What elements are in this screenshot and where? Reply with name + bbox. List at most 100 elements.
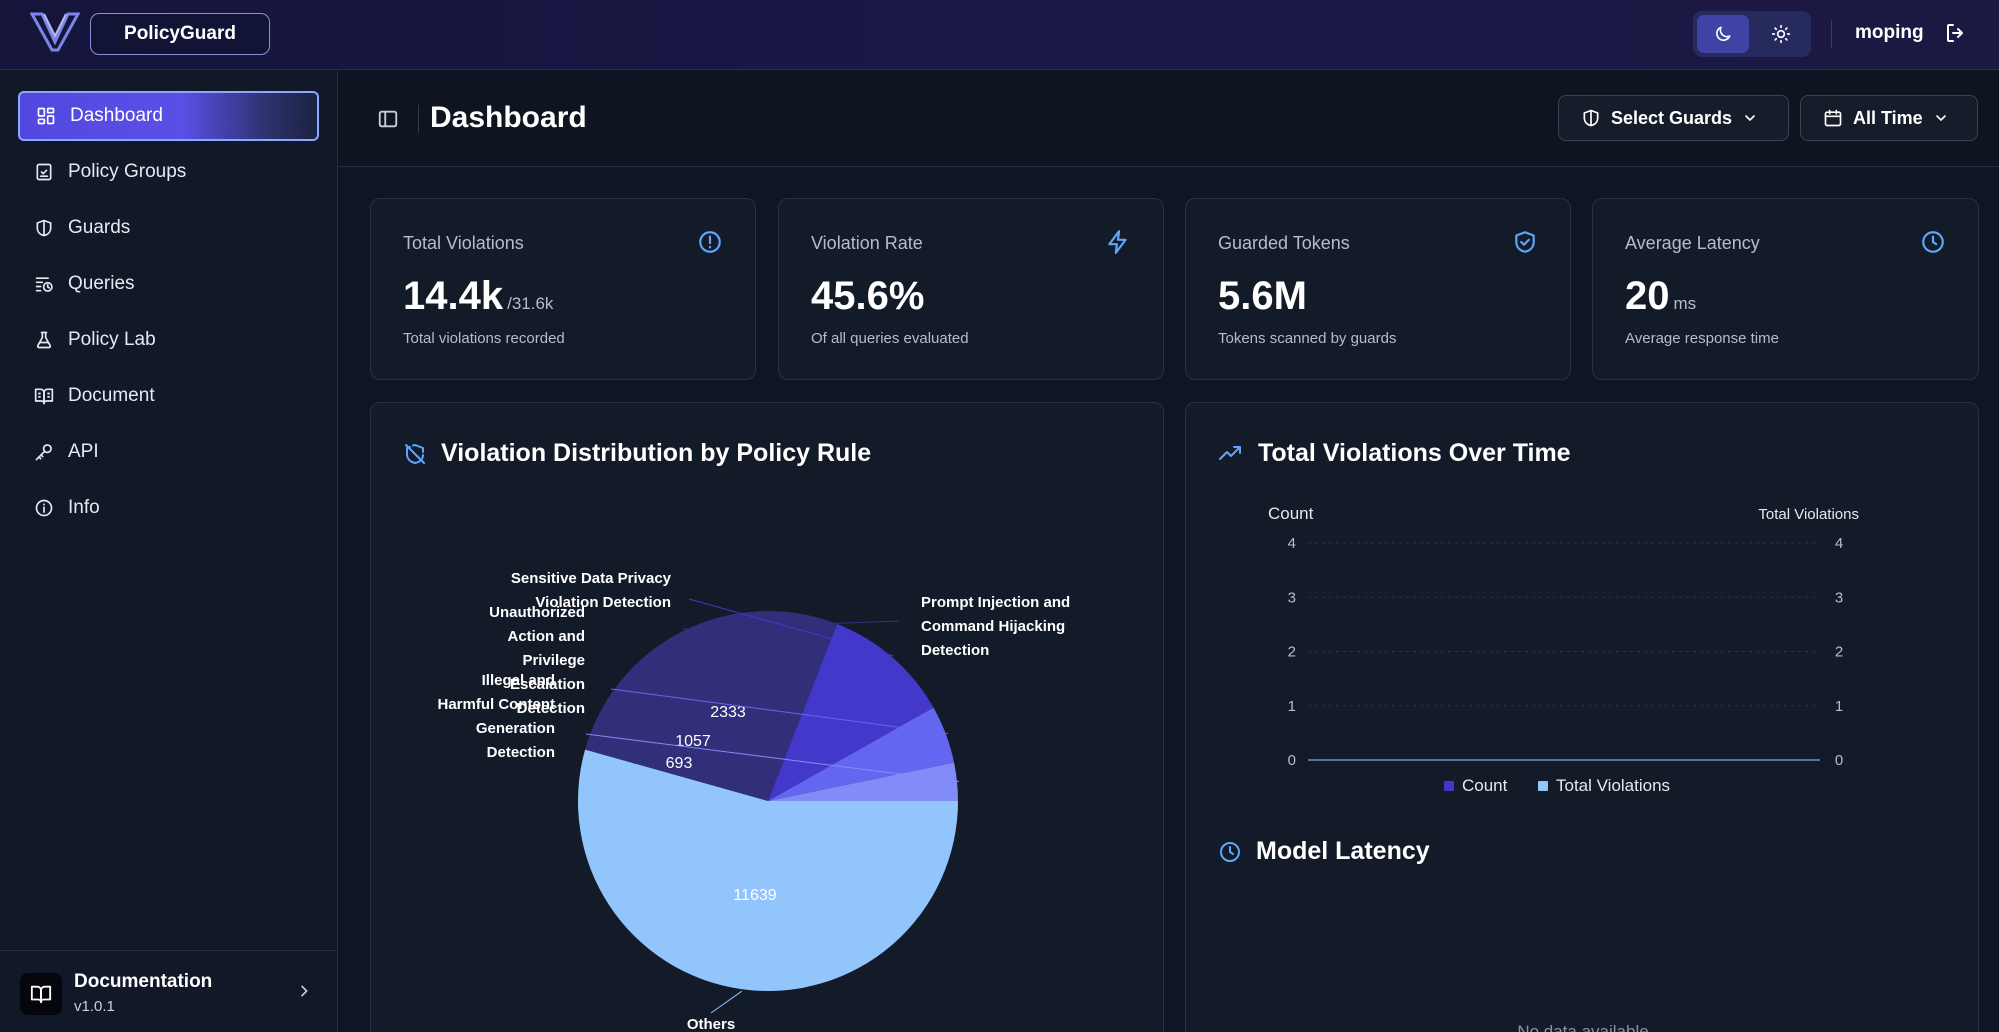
shield-icon bbox=[1583, 109, 1599, 127]
divider bbox=[418, 105, 419, 133]
sidebar-item-policy-groups[interactable]: Policy Groups bbox=[18, 147, 319, 197]
y-tick-label-right: 4 bbox=[1835, 535, 1843, 552]
chevron-down-icon bbox=[1745, 115, 1755, 121]
calendar-icon bbox=[1824, 109, 1842, 127]
theme-toggle[interactable] bbox=[1693, 11, 1811, 57]
line-chart: Count Total Violations 0 0 1 1 2 2 3 3 4 4 Count Tota… bbox=[1268, 504, 1859, 795]
pie-value-label: 1057 bbox=[675, 733, 711, 750]
y-tick-label-right: 0 bbox=[1835, 752, 1843, 769]
brand-button[interactable]: PolicyGuard bbox=[90, 13, 270, 55]
sidebar-item-label: Policy Lab bbox=[68, 329, 156, 350]
pie-slice[interactable] bbox=[768, 762, 958, 801]
sidebar-item-guards[interactable]: Guards bbox=[18, 203, 319, 253]
panel-title: Model Latency bbox=[1218, 837, 1430, 866]
clipboard-check-icon bbox=[36, 163, 52, 181]
pie-slice-label: Sensitive Data Privacy Violation Detectio… bbox=[511, 570, 672, 611]
documentation-icon-box bbox=[20, 973, 62, 1015]
top-bar: PolicyGuard moping bbox=[0, 0, 1999, 70]
sidebar-item-dashboard[interactable]: Dashboard bbox=[18, 91, 319, 141]
documentation-link[interactable]: Documentation v1.0.1 bbox=[0, 950, 338, 1032]
y-axis-label-right: Total Violations bbox=[1758, 506, 1859, 523]
lightning-icon bbox=[1108, 230, 1127, 254]
info-icon bbox=[35, 499, 53, 517]
trending-up-icon bbox=[1219, 445, 1241, 460]
light-mode-button[interactable] bbox=[1755, 15, 1807, 53]
stat-description: Of all queries evaluated bbox=[811, 330, 969, 347]
panel-title: Violation Distribution by Policy Rule bbox=[403, 439, 871, 468]
divider bbox=[1831, 20, 1832, 48]
empty-state-text: No data available bbox=[1517, 1022, 1649, 1032]
key-icon bbox=[35, 444, 52, 461]
stat-value: 20 ms bbox=[1625, 274, 1696, 319]
pie-slice-label: Others bbox=[687, 1016, 735, 1032]
sidebar: Dashboard Policy Groups Guards Queries P… bbox=[0, 71, 338, 1032]
stat-label: Average Latency bbox=[1625, 233, 1760, 253]
latency-title: Model Latency bbox=[1256, 837, 1430, 865]
pie-label-connector bbox=[585, 733, 960, 783]
stat-description: Tokens scanned by guards bbox=[1218, 330, 1397, 347]
user-name[interactable]: moping bbox=[1855, 22, 1924, 43]
panel-title: Total Violations Over Time bbox=[1218, 439, 1571, 468]
timeline-title: Total Violations Over Time bbox=[1258, 439, 1571, 467]
stat-label: Violation Rate bbox=[811, 233, 923, 253]
chevron-right-icon bbox=[301, 985, 308, 997]
y-tick-label-left: 0 bbox=[1288, 752, 1296, 769]
y-tick-label-left: 2 bbox=[1288, 644, 1296, 661]
sidebar-item-document[interactable]: Document bbox=[18, 371, 319, 421]
sidebar-item-label: Queries bbox=[68, 273, 135, 294]
time-range-label: All Time bbox=[1853, 107, 1923, 128]
y-tick-label-left: 4 bbox=[1288, 535, 1296, 552]
sidebar-item-info[interactable]: Info bbox=[18, 483, 319, 533]
pie-chart: Prompt Injection and Command Hijacking Det… bbox=[438, 570, 1071, 1032]
clock-icon bbox=[1220, 841, 1240, 862]
y-tick-label-right: 3 bbox=[1835, 589, 1843, 606]
select-guards-dropdown[interactable]: Select Guards bbox=[1558, 95, 1789, 141]
y-tick-label-right: 2 bbox=[1835, 644, 1843, 661]
pie-slice[interactable] bbox=[768, 624, 934, 801]
dashboard-icon bbox=[37, 107, 55, 125]
pie-label-connector bbox=[682, 620, 900, 630]
sidebar-item-queries[interactable]: Queries bbox=[18, 259, 319, 309]
list-clock-icon bbox=[35, 277, 53, 292]
book-open-icon bbox=[30, 985, 52, 1004]
stat-card-violation-rate: Violation Rate 45.6% Of all queries eval… bbox=[778, 198, 1164, 380]
stat-number: 20 bbox=[1625, 274, 1670, 318]
sidebar-item-api[interactable]: API bbox=[18, 427, 319, 477]
legend-label[interactable]: Count bbox=[1462, 776, 1508, 795]
flask-icon bbox=[36, 331, 52, 349]
logout-icon[interactable] bbox=[1944, 21, 1968, 45]
stat-card-average-latency: Average Latency 20 ms Average response ti… bbox=[1592, 198, 1979, 380]
sidebar-item-policy-lab[interactable]: Policy Lab bbox=[18, 315, 319, 365]
chevron-down-icon bbox=[1935, 115, 1946, 121]
time-range-dropdown[interactable]: All Time bbox=[1800, 95, 1978, 141]
pie-slice-label: Illegal and Harmful Content Generation Dete… bbox=[438, 672, 556, 761]
y-axis-label-left: Count bbox=[1268, 504, 1314, 523]
pie-slice-label: Prompt Injection and Command Hijacking Det… bbox=[921, 594, 1070, 659]
pie-slice[interactable] bbox=[578, 749, 958, 991]
sidebar-item-label: Document bbox=[68, 385, 155, 406]
legend-label[interactable]: Total Violations bbox=[1556, 776, 1670, 795]
version-label: v1.0.1 bbox=[74, 998, 115, 1015]
shield-check-icon bbox=[1515, 231, 1535, 253]
sidebar-item-label: Policy Groups bbox=[68, 161, 187, 182]
stat-label: Total Violations bbox=[403, 233, 524, 253]
legend-swatch bbox=[1538, 781, 1548, 791]
y-tick-label-left: 1 bbox=[1288, 698, 1296, 715]
pie-value-label: 693 bbox=[666, 755, 693, 772]
main-header: Dashboard Select Guards All Time bbox=[339, 71, 1999, 167]
y-tick-label-left: 3 bbox=[1288, 589, 1296, 606]
sidebar-item-label: Dashboard bbox=[70, 105, 163, 126]
moon-icon bbox=[1716, 26, 1731, 41]
stat-number: 14.4k bbox=[403, 274, 504, 318]
pie-value-label: 2333 bbox=[710, 704, 746, 721]
pie-slice[interactable] bbox=[768, 707, 955, 801]
pie-slice[interactable] bbox=[585, 611, 838, 801]
logo-icon[interactable] bbox=[30, 10, 80, 54]
dark-mode-button[interactable] bbox=[1697, 15, 1749, 53]
timeline-panel: Total Violations Over Time Count Total Vi… bbox=[1185, 402, 1979, 1032]
stat-number: 45.6% bbox=[811, 274, 925, 318]
stat-number: 5.6M bbox=[1218, 274, 1307, 318]
sidebar-toggle-icon[interactable] bbox=[377, 108, 399, 130]
clock-icon bbox=[1922, 231, 1944, 253]
pie-value-label: 11639 bbox=[733, 887, 776, 904]
